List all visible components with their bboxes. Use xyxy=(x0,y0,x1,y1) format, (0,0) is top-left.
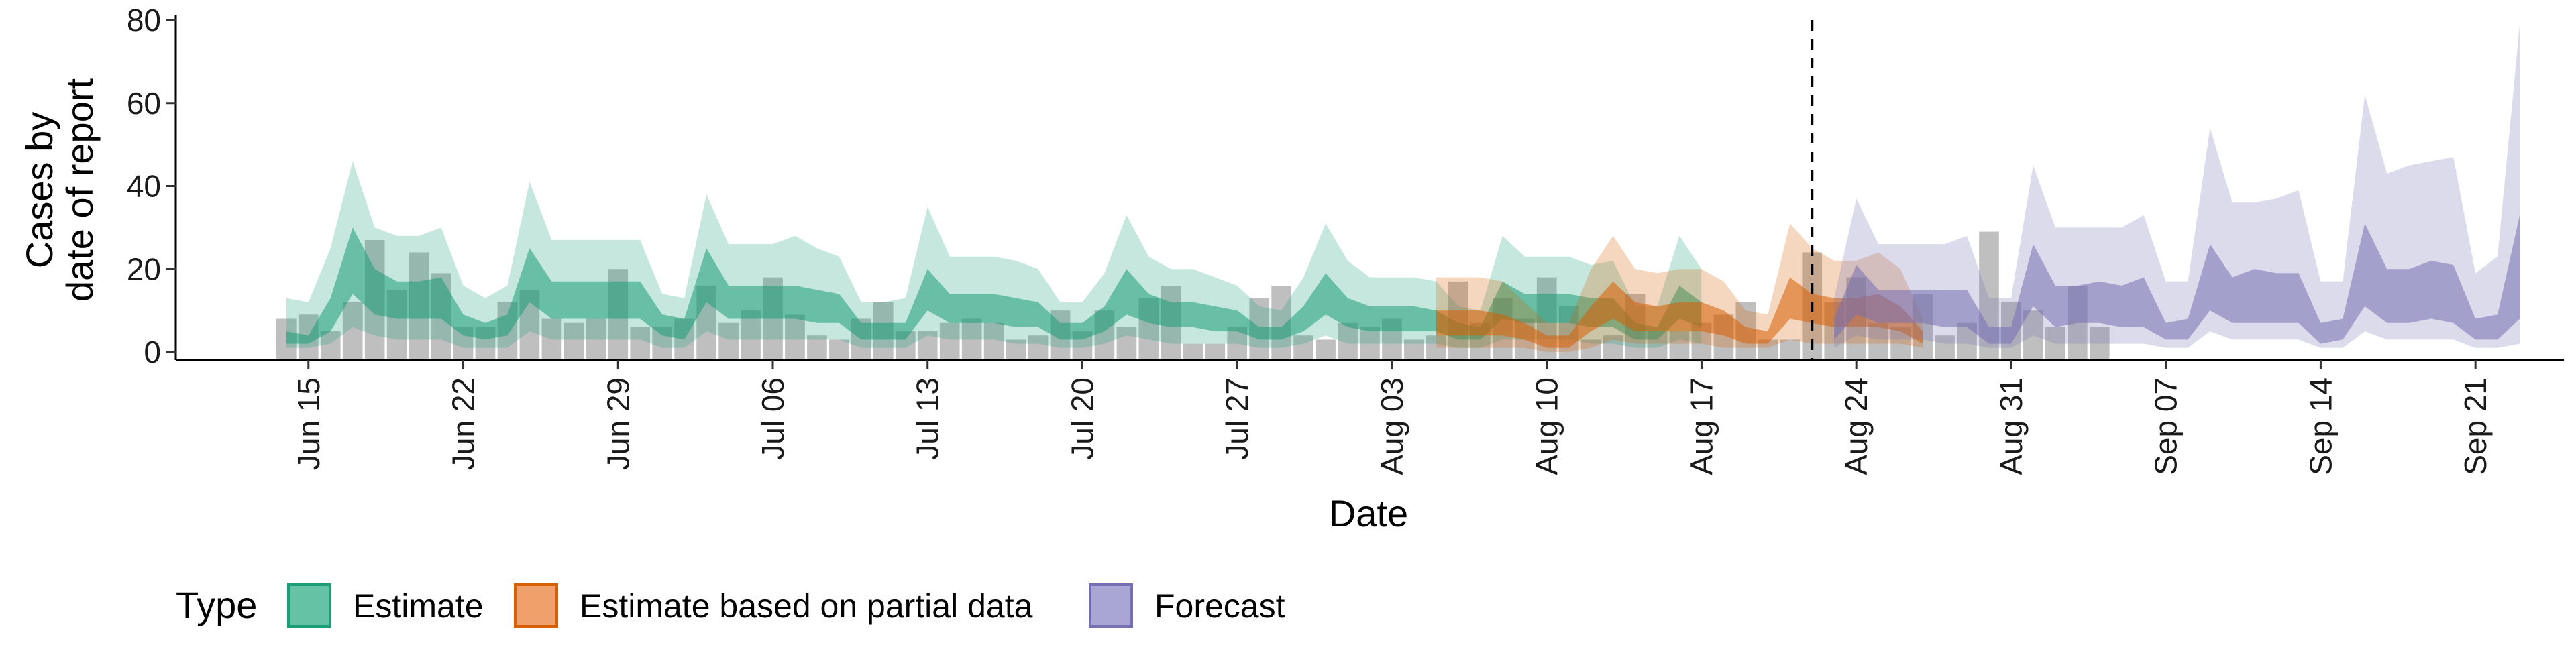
observed-bar xyxy=(785,314,805,360)
legend-label: Forecast xyxy=(1155,587,1285,625)
legend-label: Estimate based on partial data xyxy=(580,587,1033,625)
y-tick-label: 80 xyxy=(127,3,161,38)
observed-bar xyxy=(1006,339,1026,360)
observed-bar xyxy=(1028,335,1049,360)
observed-bar xyxy=(1116,327,1137,360)
y-tick-label: 0 xyxy=(144,335,161,369)
observed-bar xyxy=(564,322,584,360)
observed-bar xyxy=(1780,339,1801,360)
observed-bar xyxy=(807,335,827,360)
observed-bar xyxy=(2045,327,2065,360)
observed-bar xyxy=(917,331,938,360)
y-tick-label: 20 xyxy=(127,251,161,286)
observed-bar xyxy=(1205,343,1226,360)
x-tick-label: Aug 31 xyxy=(1994,377,2029,475)
series-1-50-ribbon xyxy=(286,227,1702,344)
legend: Type Estimate Estimate based on partial da… xyxy=(176,583,1285,628)
observed-bar xyxy=(1316,339,1336,360)
observed-bar xyxy=(1580,339,1601,360)
observed-bar xyxy=(342,302,363,360)
x-tick-label: Jun 22 xyxy=(446,377,481,470)
observed-bar xyxy=(541,318,562,360)
observed-bar xyxy=(1669,331,1690,360)
observed-bar xyxy=(961,318,982,360)
legend-swatch xyxy=(514,583,558,628)
series-3-90-ribbon xyxy=(1834,24,2520,348)
x-tick-label: Aug 24 xyxy=(1839,377,1874,475)
axes-layer: 0 20 40 60 80 Jun 15 Jun 22 Jun 29 Jul 06 Jul 13 J… xyxy=(18,3,2564,534)
x-tick-label: Aug 03 xyxy=(1375,377,1409,475)
observed-bar xyxy=(939,322,960,360)
observed-bar xyxy=(630,327,651,360)
observed-bar xyxy=(320,331,341,360)
observed-bar xyxy=(829,339,849,360)
x-tick-label: Jun 15 xyxy=(291,377,326,470)
observed-bar xyxy=(1426,335,1446,360)
x-axis-title: Date xyxy=(1329,492,1408,534)
legend-label: Estimate xyxy=(353,587,484,625)
observed-bar xyxy=(2023,310,2043,360)
x-tick-label: Sep 07 xyxy=(2149,377,2184,475)
observed-bar xyxy=(1404,339,1424,360)
observed-bar xyxy=(1868,322,1888,360)
x-tick-label: Jun 29 xyxy=(600,377,635,470)
observed-bar xyxy=(1603,335,1623,360)
observed-bar xyxy=(586,318,606,360)
observed-bar xyxy=(1293,335,1313,360)
legend-swatch xyxy=(1089,583,1133,628)
x-tick-label: Aug 17 xyxy=(1684,377,1719,475)
legend-swatch xyxy=(287,583,331,628)
legend-title: Type xyxy=(176,584,257,626)
series-3-50-ribbon xyxy=(1834,215,2520,344)
observed-bar xyxy=(983,322,1004,360)
x-tick-label: Jul 06 xyxy=(755,377,790,460)
y-tick-label: 60 xyxy=(127,86,161,121)
x-tick-label: Jul 27 xyxy=(1220,377,1254,460)
observed-bar xyxy=(1338,322,1358,360)
observed-bar xyxy=(2089,327,2110,360)
ribbons-layer xyxy=(286,24,2520,352)
observed-bar xyxy=(1360,327,1380,360)
series-2-50-ribbon xyxy=(1436,277,1923,348)
observed-bar xyxy=(718,322,739,360)
x-tick-label: Jul 20 xyxy=(1065,377,1099,460)
y-tick-label: 40 xyxy=(127,169,161,204)
observed-bar xyxy=(1183,343,1203,360)
y-axis-title: Cases bydate of report xyxy=(18,78,101,302)
x-tick-label: Sep 14 xyxy=(2303,377,2338,475)
x-tick-label: Aug 10 xyxy=(1529,377,1564,475)
y-axis-title-line: Cases by xyxy=(18,112,60,268)
y-axis-title-line: date of report xyxy=(58,78,101,302)
x-tick-label: Jul 13 xyxy=(910,377,945,460)
observed-bar xyxy=(1935,335,1955,360)
x-tick-label: Sep 21 xyxy=(2458,377,2493,475)
